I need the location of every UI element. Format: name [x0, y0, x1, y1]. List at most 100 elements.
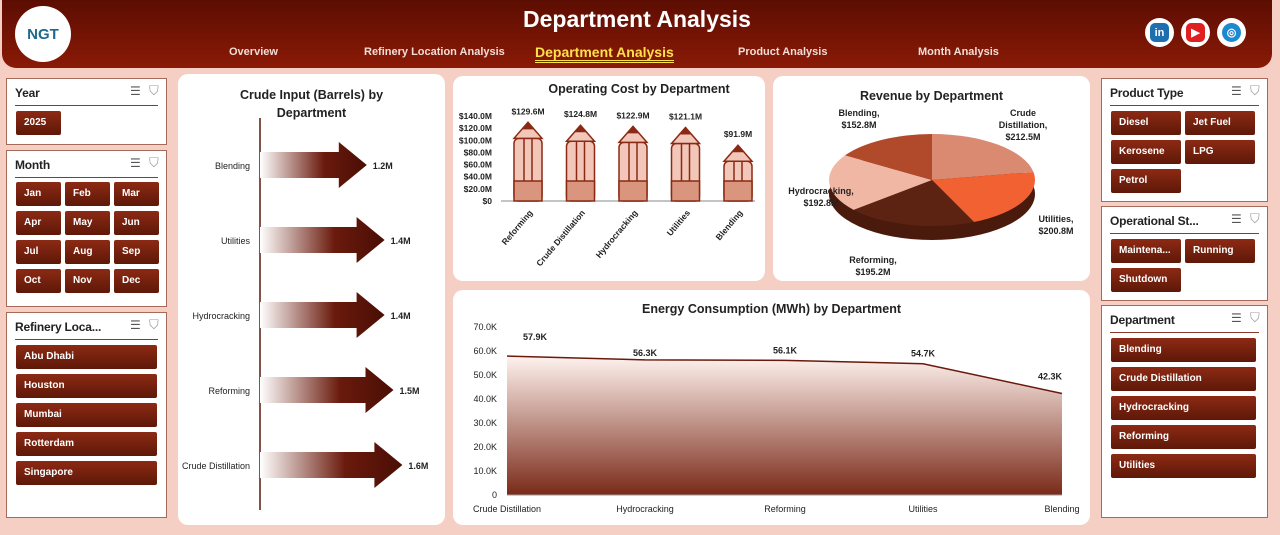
category-label: Utilities [665, 208, 693, 238]
data-label: $122.9M [616, 110, 649, 120]
clear-filter-icon[interactable]: ⛉ [149, 155, 159, 170]
category-label: Hydrocracking [192, 311, 250, 321]
department-option[interactable]: Crude Distillation [1111, 367, 1256, 391]
month-option[interactable]: Jan [16, 182, 61, 206]
logo: NGT [15, 6, 71, 62]
website-button[interactable]: ◎ [1217, 18, 1246, 47]
y-tick-label: $120.0M [459, 123, 492, 133]
month-option[interactable]: Apr [16, 211, 61, 235]
pencil-band [723, 180, 753, 202]
month-option[interactable]: Jun [114, 211, 159, 235]
multi-select-icon[interactable]: ☰ [1231, 311, 1242, 325]
category-label: Crude Distillation [534, 208, 587, 268]
nav-refinery-location[interactable]: Refinery Location Analysis [364, 46, 505, 58]
bar-arrow [260, 292, 385, 338]
clear-filter-icon[interactable]: ⛉ [149, 317, 159, 332]
clear-filter-icon[interactable]: ⛉ [1250, 83, 1260, 98]
operational-status-option[interactable]: Maintena... [1111, 239, 1181, 263]
y-tick-label: 10.0K [473, 466, 497, 476]
operational-status-slicer: Operational St... ☰ ⛉ Maintena... Running… [1101, 206, 1268, 301]
nav-overview[interactable]: Overview [229, 46, 278, 58]
clear-filter-icon[interactable]: ⛉ [1250, 211, 1260, 226]
month-option[interactable]: Oct [16, 269, 61, 293]
refinery-option[interactable]: Abu Dhabi [16, 345, 157, 369]
multi-select-icon[interactable]: ☰ [130, 318, 141, 332]
department-option[interactable]: Reforming [1111, 425, 1256, 449]
pie-label: Utilities, $200.8M [1038, 214, 1073, 236]
bar-arrow [260, 367, 394, 413]
refinery-option[interactable]: Houston [16, 374, 157, 398]
revenue-chart: Crude Distillation, $212.5M Utilities, $200.… [788, 108, 1073, 277]
pie-label-line: $212.5M [1005, 132, 1040, 142]
crude-input-chart: 1.2M Blending 1.4M Utilities 1.4M Hydrocracki… [182, 118, 428, 510]
year-option[interactable]: 2025 [16, 111, 61, 135]
nav-month-analysis[interactable]: Month Analysis [918, 46, 999, 58]
product-type-option[interactable]: Jet Fuel [1185, 111, 1255, 135]
month-option[interactable]: Feb [65, 182, 110, 206]
department-option[interactable]: Hydrocracking [1111, 396, 1256, 420]
pie-label: Crude Distillation, $212.5M [999, 108, 1048, 142]
pencil-tip [669, 126, 702, 145]
slicer-title: Operational St... [1110, 214, 1199, 228]
pie-slice [853, 180, 974, 226]
month-option[interactable]: Sep [114, 240, 159, 264]
clear-filter-icon[interactable]: ⛉ [149, 83, 159, 98]
month-option[interactable]: Jul [16, 240, 61, 264]
refinery-option[interactable]: Singapore [16, 461, 157, 485]
pencil-lead [731, 145, 745, 153]
slicer-title: Month [15, 158, 50, 172]
product-type-option[interactable]: Petrol [1111, 169, 1181, 193]
pie-label: Hydrocracking, $192.8M [788, 186, 854, 208]
divider [15, 177, 158, 178]
pie-label-line: $200.8M [1038, 226, 1073, 236]
data-label: 1.4M [391, 236, 411, 246]
nav-department-analysis[interactable]: Department Analysis [535, 44, 674, 63]
slicer-title: Year [15, 86, 40, 100]
multi-select-icon[interactable]: ☰ [1231, 212, 1242, 226]
multi-select-icon[interactable]: ☰ [1231, 84, 1242, 98]
department-option[interactable]: Blending [1111, 338, 1256, 362]
linkedin-icon: in [1150, 23, 1169, 42]
chart-title: Crude Input (Barrels) by Department [239, 88, 384, 120]
month-option[interactable]: May [65, 211, 110, 235]
pencil-tip [512, 121, 544, 140]
slicer-title: Department [1110, 313, 1175, 327]
department-slicer: Department ☰ ⛉ Blending Crude Distillatio… [1101, 305, 1268, 518]
y-tick-label: $20.0M [464, 184, 492, 194]
clear-filter-icon[interactable]: ⛉ [1250, 310, 1260, 325]
divider [15, 105, 158, 106]
multi-select-icon[interactable]: ☰ [130, 84, 141, 98]
refinery-option[interactable]: Mumbai [16, 403, 157, 427]
data-label: 1.4M [391, 311, 411, 321]
energy-card: Energy Consumption (MWh) by Department 0… [453, 290, 1090, 525]
pie-label: Reforming, $195.2M [849, 255, 897, 277]
slicer-title: Product Type [1110, 86, 1184, 100]
pencil-lead [521, 122, 535, 130]
product-type-option[interactable]: Kerosene [1111, 140, 1181, 164]
chart-title: Operating Cost by Department [548, 82, 730, 96]
data-label: 54.7K [911, 349, 936, 359]
data-label: 57.9K [523, 332, 548, 342]
x-tick-label: Crude Distillation [473, 504, 541, 514]
month-option[interactable]: Aug [65, 240, 110, 264]
multi-select-icon[interactable]: ☰ [130, 156, 141, 170]
category-label: Crude Distillation [182, 461, 250, 471]
month-option[interactable]: Mar [114, 182, 159, 206]
linkedin-button[interactable]: in [1145, 18, 1174, 47]
y-tick-label: $0 [483, 196, 493, 206]
pencil-tip [617, 125, 649, 144]
header: NGT Department Analysis Overview Refiner… [2, 0, 1272, 68]
month-option[interactable]: Nov [65, 269, 110, 293]
operational-status-option[interactable]: Shutdown [1111, 268, 1181, 292]
youtube-button[interactable]: ▶ [1181, 18, 1210, 47]
nav-product-analysis[interactable]: Product Analysis [738, 46, 828, 58]
product-type-option[interactable]: LPG [1185, 140, 1255, 164]
y-tick-label: 20.0K [473, 442, 497, 452]
department-option[interactable]: Utilities [1111, 454, 1256, 478]
y-tick-label: 40.0K [473, 394, 497, 404]
product-type-option[interactable]: Diesel [1111, 111, 1181, 135]
month-option[interactable]: Dec [114, 269, 159, 293]
category-label: Blending [714, 208, 745, 242]
refinery-option[interactable]: Rotterdam [16, 432, 157, 456]
operational-status-option[interactable]: Running [1185, 239, 1255, 263]
